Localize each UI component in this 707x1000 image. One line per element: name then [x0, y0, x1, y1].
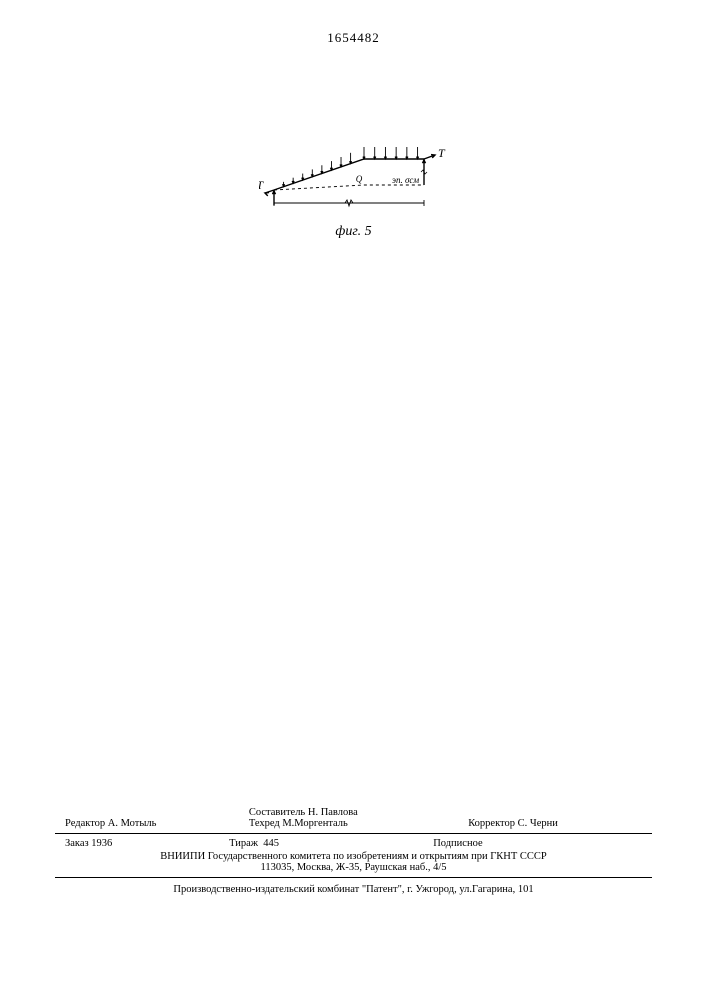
compiler-techred-cell: Составитель Н. Павлова Техред М.Моргента… [249, 807, 438, 829]
printer-line: Производственно-издательский комбинат "П… [55, 884, 652, 895]
figure-5-caption: фиг. 5 [0, 224, 707, 240]
patent-number: 1654482 [0, 30, 707, 46]
editor-cell: Редактор А. Мотыль [55, 807, 249, 829]
colophon-block: Редактор А. Мотыль Составитель Н. Павлов… [55, 807, 652, 895]
techred-label: Техред [249, 818, 280, 829]
corrector-label: Корректор [468, 818, 515, 829]
editor-name: А. Мотыль [108, 818, 157, 829]
figure-5-diagram: T T Qэп. σсм [259, 145, 449, 215]
corrector-name: С. Черни [518, 818, 558, 829]
techred-name: М.Моргенталь [282, 818, 347, 829]
order-label: Заказ [65, 838, 89, 849]
org-line: ВНИИПИ Государственного комитета по изоб… [55, 851, 652, 862]
compiler-label: Составитель [249, 807, 305, 818]
svg-text:Q: Q [355, 174, 362, 184]
divider-2 [55, 877, 652, 878]
order-number: 1936 [91, 838, 112, 849]
address-line: 113035, Москва, Ж-35, Раушская наб., 4/5 [55, 862, 652, 873]
svg-text:T: T [259, 178, 264, 192]
tirazh-label: Тираж [229, 838, 258, 849]
svg-text:эп. σсм: эп. σсм [392, 175, 419, 185]
tirazh-number: 445 [263, 838, 279, 849]
patent-page: 1654482 T T Qэп. σсм фиг. 5 Редактор А. Мо… [0, 0, 707, 1000]
figure-5: T T Qэп. σсм фиг. 5 [0, 145, 707, 240]
compiler-name: Н. Павлова [308, 807, 358, 818]
divider-1 [55, 833, 652, 834]
print-info-row: Заказ 1936 Тираж 445 Подписное [55, 838, 652, 849]
corrector-cell: Корректор С. Черни [438, 807, 652, 829]
podpisnoe: Подписное [433, 838, 482, 849]
svg-text:T: T [438, 146, 446, 160]
editor-label: Редактор [65, 818, 105, 829]
credits-row-1: Редактор А. Мотыль Составитель Н. Павлов… [55, 807, 652, 829]
